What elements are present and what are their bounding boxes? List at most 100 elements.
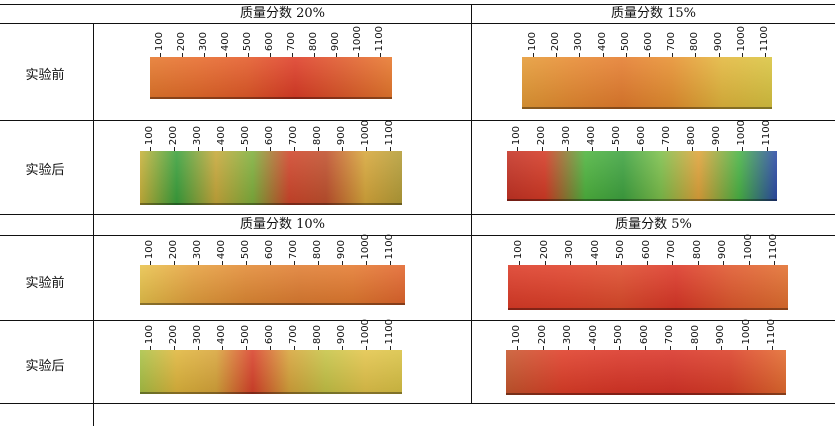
scale-ruler: 100 200 300 400 500 600 700 800 900 1000 1100 [511,319,777,350]
scale-ruler: 100 200 300 400 500 600 700 800 900 1000 1100 [513,233,779,265]
scale-tick-label: 300 [562,324,573,344]
scale-tick-label: 1100 [374,25,385,51]
scale-tick [366,147,367,151]
scale-tick-label: 500 [240,125,251,145]
scale-tick [222,147,223,151]
scale-tick [342,261,343,265]
scale-tick [723,261,724,265]
scale-tick-label: 700 [661,125,672,145]
scale-tick-label: 1100 [766,318,777,344]
scale-tick [579,53,581,57]
scale-ruler: 100 200 300 400 500 600 700 800 900 1000 1100 [144,233,395,265]
scale-tick [150,346,151,350]
scale-tick [270,147,271,151]
scale-tick-label: 100 [144,125,155,145]
scale-tick [517,346,518,350]
scale-tick [292,53,293,57]
scale-tick [625,53,627,57]
scale-tick [772,346,773,350]
scale-tick-label: 900 [330,31,341,51]
scale-tick-label: 600 [636,125,647,145]
scale-tick [160,53,161,57]
scale-tick [718,53,720,57]
scale-tick-label: 1000 [360,233,371,259]
scale-tick [619,346,620,350]
scale-tick-label: 1100 [768,233,779,259]
scale-tick-label: 300 [192,324,203,344]
rule-row-1 [0,120,835,121]
scale-tick-label: 600 [638,324,650,344]
scale-tick-label: 900 [336,125,347,145]
scale-tick-label: 1100 [759,25,770,51]
scale-tick-label: 800 [312,324,323,344]
scale-tick-label: 400 [596,31,608,51]
scale-tick [748,261,750,265]
scale-tick [592,147,593,151]
scale-tick [649,53,650,57]
scale-tick [198,147,199,151]
scale-tick [248,53,249,57]
row-label-after: 实验后 [25,359,65,374]
scale-tick-label: 400 [220,31,231,51]
scale-tick-label: 200 [536,324,548,344]
scale-tick [174,346,175,350]
scale-tick [380,53,381,57]
scale-tick-label: 900 [711,125,722,145]
scale-tick-label: 300 [192,239,203,259]
scale-tick [150,261,151,265]
scale-tick-label: 900 [717,239,728,259]
scale-tick [646,261,648,265]
scale-tick-label: 700 [288,239,299,259]
rule-center [471,4,472,404]
deformation-scan [522,57,772,109]
panel-header: 质量分数 15% [610,6,697,21]
scale-tick-label: 1100 [384,318,395,344]
scale-tick [542,147,543,151]
scale-tick-label: 700 [286,31,297,51]
scale-tick-label: 800 [312,125,323,145]
scale-tick-label: 400 [587,324,599,344]
scale-tick [198,261,199,265]
scale-tick [593,346,595,350]
scale-tick-label: 600 [264,239,275,259]
scale-tick [294,346,295,350]
scale-tick [595,261,597,265]
scale-tick [570,261,571,265]
scale-tick-label: 500 [240,324,251,344]
scale-tick [519,261,520,265]
scale-tick [717,147,718,151]
scale-tick [366,346,367,350]
scale-tick-label: 600 [643,31,654,51]
scale-tick [390,261,391,265]
scale-ruler: 100 200 300 400 500 600 700 800 900 1000 1100 [144,319,395,350]
scale-tick [556,53,558,57]
rule-header-2 [0,235,835,236]
scale-tick [246,346,247,350]
scale-ruler: 100 200 300 400 500 600 700 800 900 1000 1100 [154,26,385,57]
scale-tick [174,261,175,265]
scale-tick [270,53,271,57]
scale-tick-label: 800 [312,239,323,259]
scale-tick-label: 300 [564,239,575,259]
scale-tick [270,261,271,265]
scale-tick-label: 500 [619,31,631,51]
scale-tick [318,346,319,350]
scale-tick [742,147,743,151]
scale-tick [695,53,697,57]
scale-tick [174,147,175,151]
scale-tick-label: 400 [216,125,227,145]
rule-mid [0,214,835,215]
scale-tick-label: 800 [689,324,701,344]
scale-tick [222,261,223,265]
deformation-scan [140,265,405,305]
scale-tick-label: 700 [664,324,675,344]
scale-tick [621,261,622,265]
scale-tick-label: 600 [264,324,275,344]
scale-tick-label: 500 [613,324,624,344]
scale-tick-label: 100 [154,31,165,51]
scale-tick-label: 200 [168,239,179,259]
scale-tick-label: 100 [144,324,155,344]
scale-tick-label: 300 [198,31,209,51]
scale-tick [318,261,319,265]
scale-tick-label: 1000 [742,233,754,259]
